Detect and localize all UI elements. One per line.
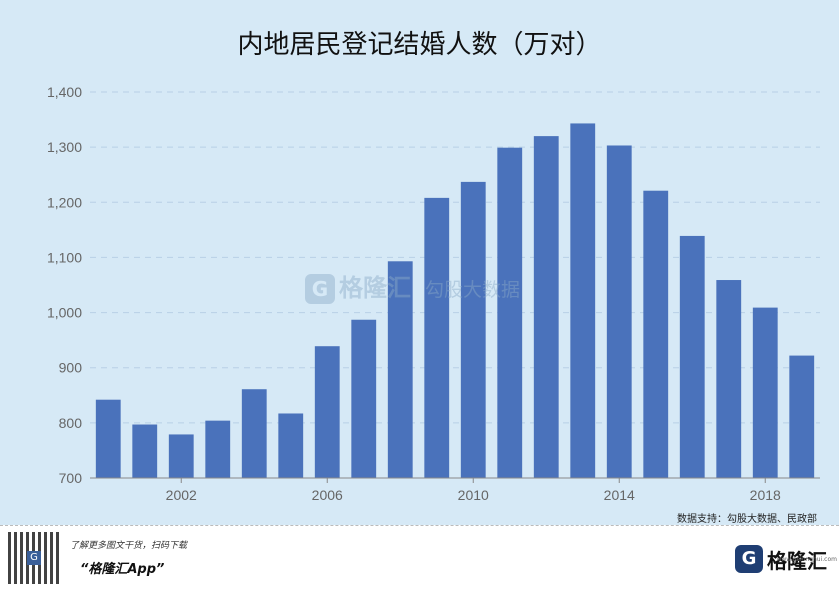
bar-2017: [716, 280, 742, 478]
bar-2010: [460, 181, 486, 478]
bar-2004: [241, 389, 267, 478]
bar-2014: [606, 145, 632, 478]
y-tick-label: 900: [59, 360, 83, 376]
promo-text: 了解更多图文干货，扫码下载: [70, 541, 188, 551]
x-tick-label: 2014: [604, 487, 635, 503]
brand-logo: G 格隆汇: [735, 542, 827, 576]
bar-2012: [533, 136, 559, 478]
footer: G 了解更多图文干货，扫码下载 “格隆汇App” G 格隆汇 www.gelon…: [0, 525, 839, 594]
x-tick-label: 2002: [166, 487, 197, 503]
chart-title: 内地居民登记结婚人数（万对）: [237, 30, 602, 60]
bar-2008: [387, 261, 413, 478]
bar-2016: [679, 235, 705, 478]
y-tick-label: 1,000: [47, 305, 82, 321]
bar-2018: [752, 307, 778, 478]
y-tick-label: 800: [59, 415, 83, 431]
brand-name: 格隆汇: [767, 548, 827, 573]
bar-2015: [643, 190, 669, 478]
watermark-logo-icon: G: [305, 274, 335, 304]
bar-2003: [205, 420, 231, 478]
y-tick-label: 1,300: [47, 139, 82, 155]
bar-2011: [497, 147, 523, 479]
bar-chart: 700 800 900 1,000 1,100 1,200 1,300 1,400 2002 20…: [47, 84, 820, 503]
bar-2019: [789, 355, 815, 478]
chart-area: 内地居民登记结婚人数（万对） 700 800 900 1,000 1,100 1,200 1…: [46, 30, 820, 525]
bar-2002: [168, 434, 194, 478]
qr-code-icon[interactable]: [8, 532, 60, 584]
bar-2006: [314, 346, 340, 478]
source-note: 数据支持：勾股大数据、民政部: [677, 514, 817, 525]
x-tick-label: 2006: [312, 487, 343, 503]
y-tick-label: 1,100: [47, 249, 82, 265]
bar-2005: [278, 413, 304, 478]
bar-2007: [351, 319, 377, 478]
x-tick-label: 2010: [458, 487, 489, 503]
x-tick-label: 2018: [750, 487, 781, 503]
watermark-sub: 勾股大数据: [425, 279, 521, 301]
y-tick-label: 1,200: [47, 194, 82, 210]
brand-icon: G: [735, 545, 763, 573]
y-tick-label: 1,400: [47, 84, 82, 100]
brand-url: www.gelonghui.com: [776, 556, 837, 563]
watermark-text: 格隆汇: [339, 274, 411, 302]
bar-2000: [95, 399, 121, 478]
app-name: “格隆汇App”: [80, 562, 165, 577]
bar-2009: [424, 197, 450, 479]
y-tick-label: 700: [59, 470, 83, 486]
watermark: G 格隆汇 勾股大数据: [305, 268, 520, 304]
qr-center-logo: G: [27, 551, 41, 565]
bar-2013: [570, 123, 596, 478]
bar-2001: [132, 424, 158, 478]
